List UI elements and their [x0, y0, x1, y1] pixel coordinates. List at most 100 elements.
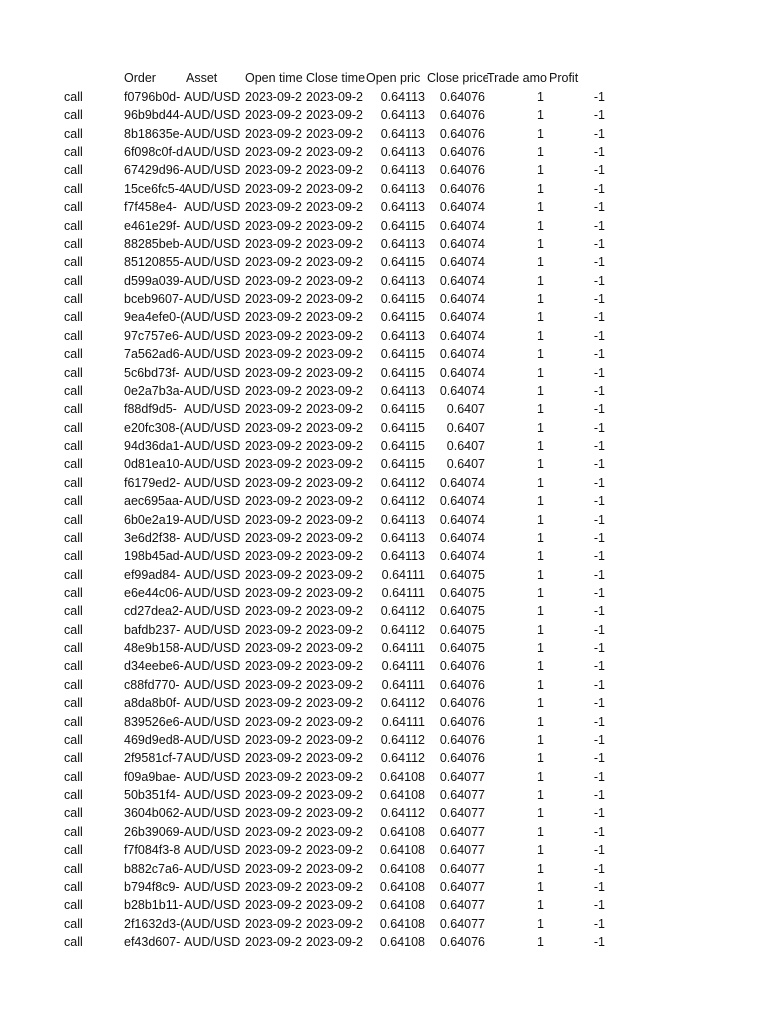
asset-cell: AUD/USD	[184, 622, 241, 637]
open-price-cell: 0.64115	[380, 347, 425, 362]
open-time-cell: 2023-09-2	[245, 714, 302, 729]
close-time-cell: 2023-09-2	[306, 365, 363, 380]
header-row: Order Asset Open time Close time Open pr…	[0, 69, 768, 87]
open-time-cell: 2023-09-2	[245, 200, 302, 215]
type-cell: call	[64, 696, 83, 711]
profit-cell: -1	[593, 879, 605, 894]
open-time-cell: 2023-09-2	[245, 769, 302, 784]
open-time-cell: 2023-09-2	[245, 659, 302, 674]
header-open-time: Open time	[245, 71, 303, 85]
order-cell: 7a562ad6-	[124, 347, 184, 362]
type-cell: call	[64, 530, 83, 545]
table-row: call e461e29f- AUD/USD 2023-09-2 2023-09-2 0.…	[0, 217, 768, 235]
asset-cell: AUD/USD	[184, 181, 241, 196]
profit-cell: -1	[593, 365, 605, 380]
close-price-cell: 0.64074	[439, 236, 485, 251]
table-row: call 3604b062- AUD/USD 2023-09-2 2023-09-2 0.…	[0, 804, 768, 822]
open-time-cell: 2023-09-2	[245, 530, 302, 545]
table-row: call 198b45ad- AUD/USD 2023-09-2 2023-09-2 0.…	[0, 547, 768, 565]
close-time-cell: 2023-09-2	[306, 641, 363, 656]
asset-cell: AUD/USD	[184, 328, 241, 343]
open-time-cell: 2023-09-2	[245, 861, 302, 876]
type-cell: call	[64, 365, 83, 380]
close-time-cell: 2023-09-2	[306, 769, 363, 784]
table-row: call f7f084f3-8 AUD/USD 2023-09-2 2023-09-2 0…	[0, 841, 768, 859]
trade-amount-cell: 1	[537, 236, 544, 251]
open-time-cell: 2023-09-2	[245, 898, 302, 913]
open-time-cell: 2023-09-2	[245, 383, 302, 398]
order-cell: 3604b062-	[124, 806, 184, 821]
order-cell: d34eebe6-	[124, 659, 184, 674]
close-time-cell: 2023-09-2	[306, 475, 363, 490]
open-time-cell: 2023-09-2	[245, 475, 302, 490]
open-time-cell: 2023-09-2	[245, 273, 302, 288]
close-time-cell: 2023-09-2	[306, 861, 363, 876]
table-row: call a8da8b0f- AUD/USD 2023-09-2 2023-09-2 0.…	[0, 694, 768, 712]
trade-amount-cell: 1	[537, 402, 544, 417]
trade-amount-cell: 1	[537, 585, 544, 600]
type-cell: call	[64, 310, 83, 325]
open-price-cell: 0.64111	[381, 714, 425, 729]
open-price-cell: 0.64113	[380, 530, 425, 545]
close-time-cell: 2023-09-2	[306, 292, 363, 307]
open-price-cell: 0.64111	[381, 641, 425, 656]
close-time-cell: 2023-09-2	[306, 622, 363, 637]
open-price-cell: 0.64113	[380, 145, 425, 160]
profit-cell: -1	[593, 659, 605, 674]
close-price-cell: 0.64077	[439, 843, 485, 858]
table-row: call 7a562ad6- AUD/USD 2023-09-2 2023-09-2 0.…	[0, 345, 768, 363]
table-row: call 2f9581cf-7 AUD/USD 2023-09-2 2023-09-2 0…	[0, 749, 768, 767]
table-row: call cd27dea2- AUD/USD 2023-09-2 2023-09-2 0.…	[0, 602, 768, 620]
trade-amount-cell: 1	[537, 255, 544, 270]
open-price-cell: 0.64113	[380, 273, 425, 288]
close-price-cell: 0.64076	[439, 714, 485, 729]
close-time-cell: 2023-09-2	[306, 659, 363, 674]
open-time-cell: 2023-09-2	[245, 788, 302, 803]
order-cell: d599a039-	[124, 273, 184, 288]
asset-cell: AUD/USD	[184, 108, 241, 123]
type-cell: call	[64, 273, 83, 288]
asset-cell: AUD/USD	[184, 457, 241, 472]
close-price-cell: 0.64076	[439, 108, 485, 123]
profit-cell: -1	[593, 292, 605, 307]
profit-cell: -1	[593, 641, 605, 656]
trade-amount-cell: 1	[537, 420, 544, 435]
open-time-cell: 2023-09-2	[245, 732, 302, 747]
profit-cell: -1	[593, 126, 605, 141]
open-price-cell: 0.64113	[380, 108, 425, 123]
table-row: call ef43d607- AUD/USD 2023-09-2 2023-09-2 0.…	[0, 933, 768, 951]
close-price-cell: 0.64074	[439, 512, 485, 527]
table-row: call d599a039- AUD/USD 2023-09-2 2023-09-2 0.…	[0, 272, 768, 290]
close-time-cell: 2023-09-2	[306, 530, 363, 545]
close-price-cell: 0.64077	[439, 824, 485, 839]
table-row: call 8b18635e- AUD/USD 2023-09-2 2023-09-2 0.…	[0, 125, 768, 143]
header-profit: Profit	[549, 71, 579, 85]
type-cell: call	[64, 861, 83, 876]
trade-amount-cell: 1	[537, 898, 544, 913]
open-price-cell: 0.64115	[380, 402, 425, 417]
trade-amount-cell: 1	[537, 806, 544, 821]
profit-cell: -1	[593, 236, 605, 251]
asset-cell: AUD/USD	[184, 420, 241, 435]
close-price-cell: 0.64075	[439, 641, 485, 656]
asset-cell: AUD/USD	[184, 604, 241, 619]
trade-amount-cell: 1	[537, 457, 544, 472]
profit-cell: -1	[593, 90, 605, 104]
trade-amount-cell: 1	[537, 879, 544, 894]
table-row: call f88df9d5- AUD/USD 2023-09-2 2023-09-2 0.…	[0, 400, 768, 418]
profit-cell: -1	[593, 181, 605, 196]
open-time-cell: 2023-09-2	[245, 328, 302, 343]
profit-cell: -1	[593, 108, 605, 123]
order-cell: 2f1632d3-(	[124, 916, 184, 931]
table-row: call 6f098c0f-d AUD/USD 2023-09-2 2023-09-2 0…	[0, 143, 768, 161]
trade-amount-cell: 1	[537, 347, 544, 362]
open-time-cell: 2023-09-2	[245, 457, 302, 472]
open-price-cell: 0.64113	[380, 181, 425, 196]
order-cell: c88fd770-	[124, 677, 180, 692]
open-time-cell: 2023-09-2	[245, 494, 302, 509]
open-price-cell: 0.64112	[380, 696, 425, 711]
asset-cell: AUD/USD	[184, 126, 241, 141]
type-cell: call	[64, 439, 83, 454]
asset-cell: AUD/USD	[184, 200, 241, 215]
header-open-price: Open pric	[366, 71, 421, 85]
